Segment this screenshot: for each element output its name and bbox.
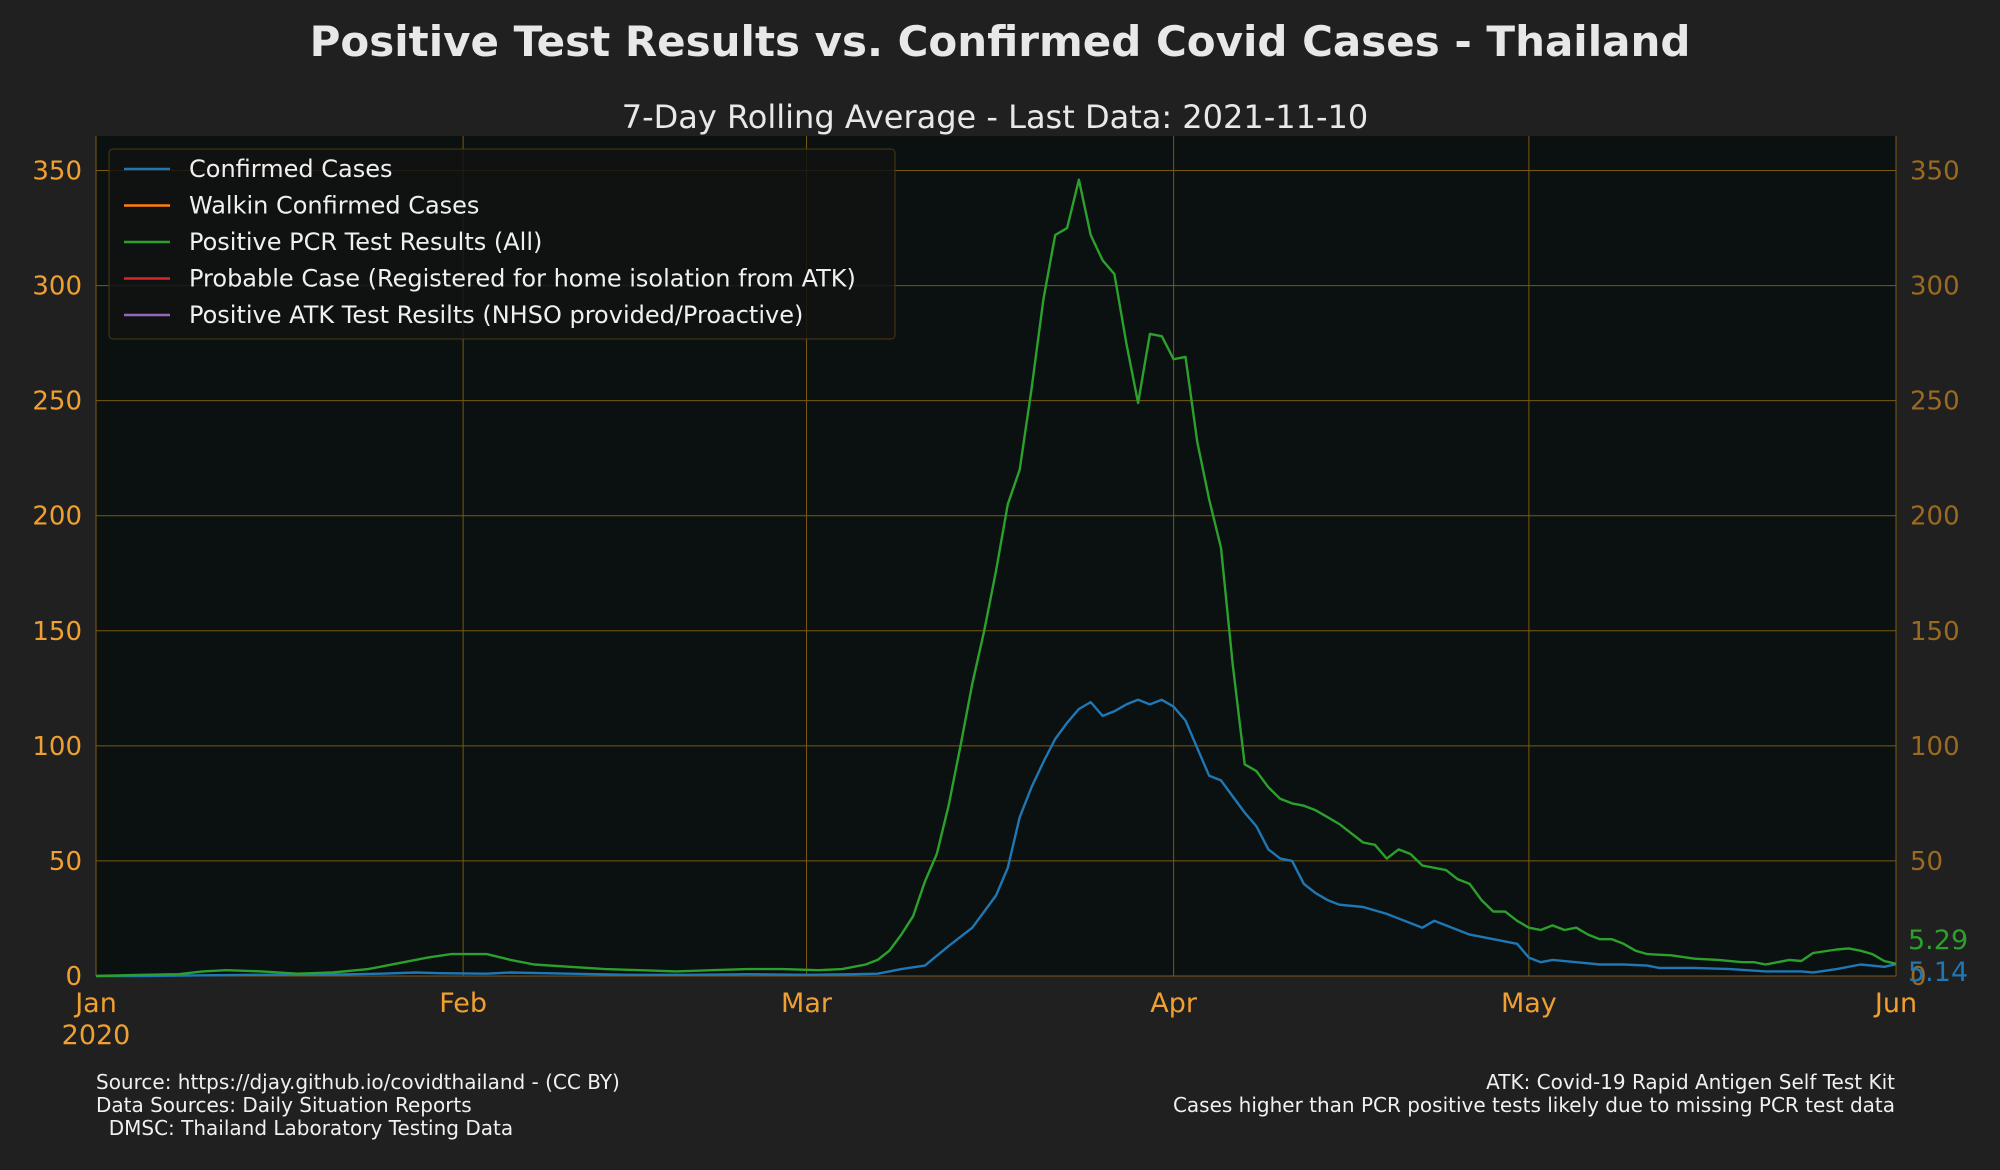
y-axis-left: 0 50 100 150 200 250 300 350	[32, 157, 82, 992]
y-tick-left: 200	[32, 502, 82, 532]
x-tick-label: Mar	[781, 988, 833, 1019]
legend-label: Walkin Confirmed Cases	[189, 192, 479, 220]
x-tick-label: Apr	[1150, 988, 1198, 1019]
y-tick-right: 50	[1910, 847, 1943, 877]
legend: Confirmed Cases Walkin Confirmed Cases Pos…	[108, 148, 896, 340]
y-tick-left: 100	[32, 732, 82, 762]
legend-box	[108, 148, 896, 340]
x-tick-label: Jan	[73, 988, 117, 1019]
x-tick-label: May	[1501, 988, 1557, 1019]
footer-right: ATK: Covid-19 Rapid Antigen Self Test Ki…	[1173, 1070, 1895, 1117]
y-tick-right: 150	[1910, 617, 1960, 647]
x-tick-sublabel: 2020	[62, 1020, 131, 1051]
footer-line: DMSC: Thailand Laboratory Testing Data	[96, 1116, 513, 1140]
x-tick-label: Feb	[439, 988, 487, 1019]
footer-line: Cases higher than PCR positive tests lik…	[1173, 1093, 1895, 1117]
series-lines	[95, 178, 1897, 978]
y-tick-left: 0	[65, 962, 82, 992]
y-tick-left: 350	[32, 157, 82, 187]
y-tick-right: 100	[1910, 732, 1960, 762]
legend-label: Confirmed Cases	[189, 155, 392, 183]
end-value-label: 5.14	[1908, 957, 1968, 988]
footer-line: Data Sources: Daily Situation Reports	[96, 1093, 472, 1117]
series-line	[96, 698, 1897, 978]
series-line	[95, 178, 1897, 978]
y-tick-left: 50	[49, 847, 82, 877]
footer-line: Source: https://djay.github.io/covidthai…	[96, 1070, 620, 1094]
y-tick-left: 300	[32, 272, 82, 302]
y-axis-right: 0 50 100 150 200 250 300 350	[1910, 157, 1960, 992]
end-labels: 5.295.14	[1908, 925, 1968, 988]
y-tick-right: 200	[1910, 502, 1960, 532]
footer-left: Source: https://djay.github.io/covidthai…	[96, 1070, 620, 1140]
y-tick-left: 150	[32, 617, 82, 647]
legend-label: Positive PCR Test Results (All)	[189, 228, 542, 256]
y-tick-left: 250	[32, 387, 82, 417]
y-tick-right: 250	[1910, 387, 1960, 417]
x-tick-label: Jun	[1873, 988, 1917, 1019]
chart-subtitle: 7-Day Rolling Average - Last Data: 2021-…	[622, 98, 1369, 136]
y-tick-right: 350	[1910, 157, 1960, 187]
legend-label: Probable Case (Registered for home isola…	[189, 265, 856, 293]
y-tick-right: 0	[1910, 962, 1927, 992]
footer-line: ATK: Covid-19 Rapid Antigen Self Test Ki…	[1486, 1070, 1895, 1094]
y-tick-right: 300	[1910, 272, 1960, 302]
chart-title: Positive Test Results vs. Confirmed Covi…	[310, 17, 1691, 66]
legend-label: Positive ATK Test Resilts (NHSO provided…	[189, 301, 803, 329]
end-value-label: 5.29	[1908, 925, 1968, 956]
